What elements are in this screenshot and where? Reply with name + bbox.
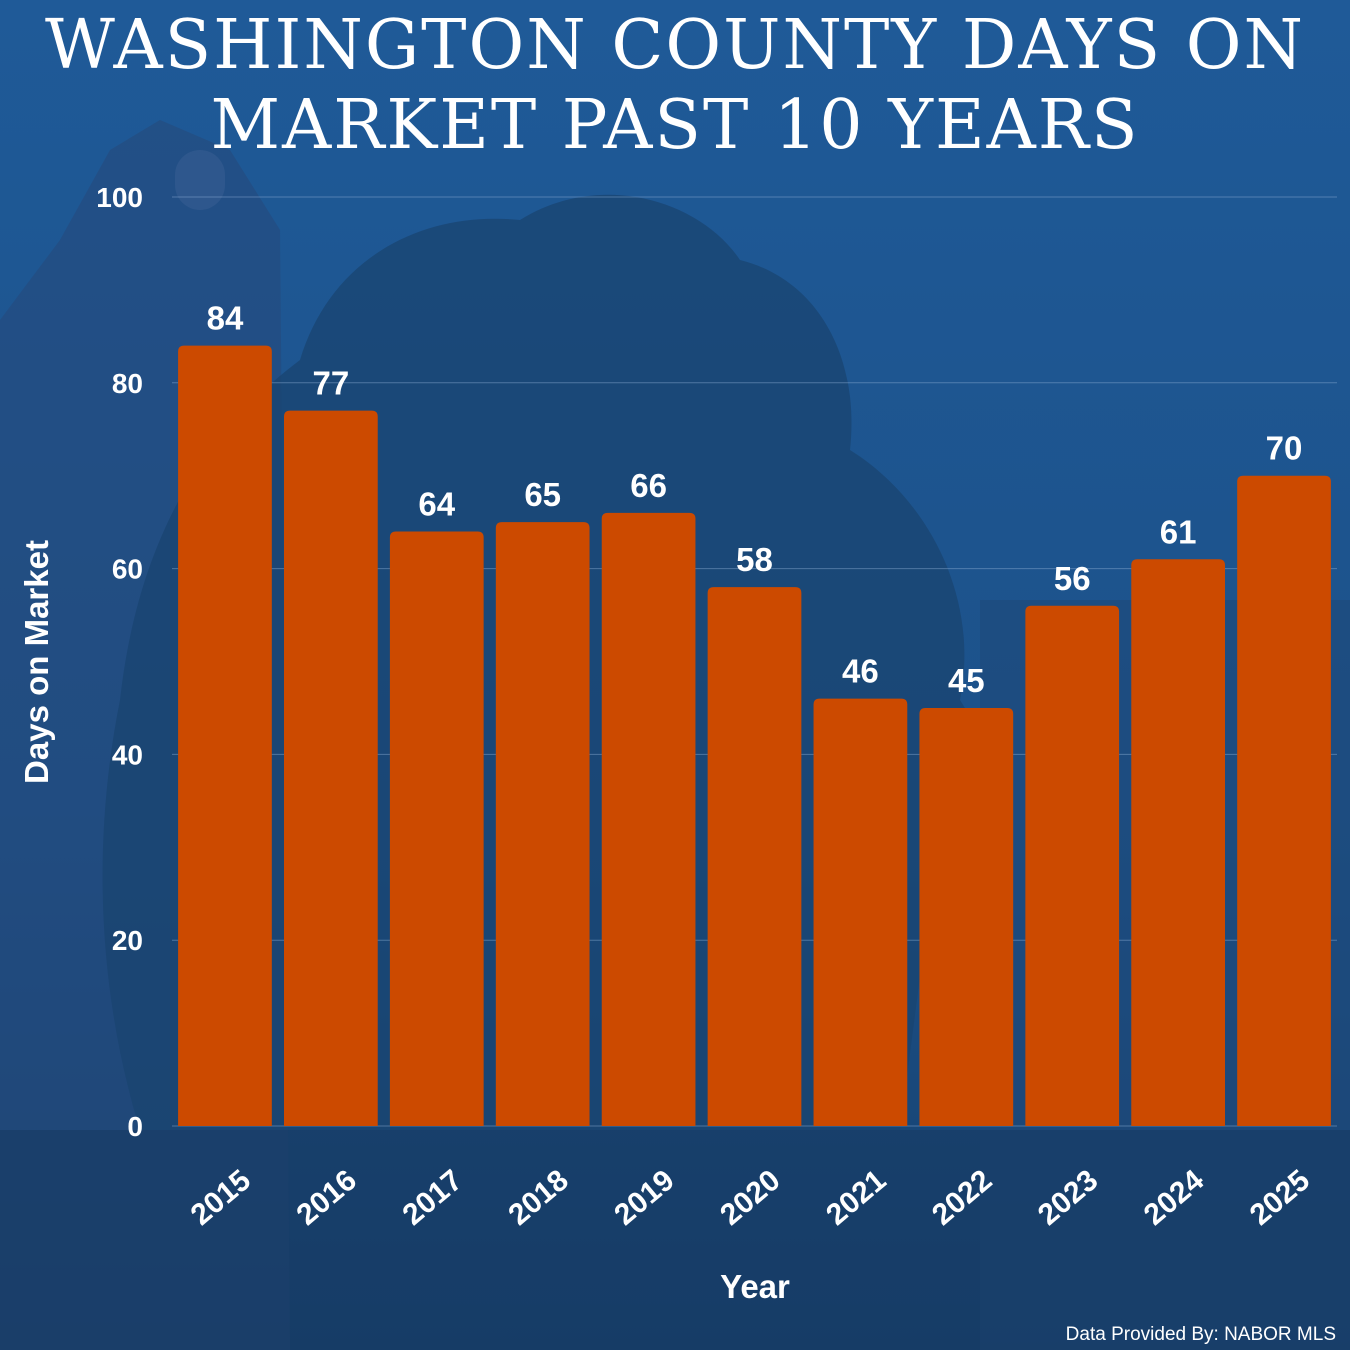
x-tick-label-2025: 2025	[1244, 1164, 1316, 1232]
data-label-2019: 66	[630, 467, 667, 504]
y-axis-ticks: 0 20 40 60 80 100	[96, 182, 143, 1142]
data-label-2025: 70	[1266, 430, 1303, 467]
data-source-note: Data Provided By: NABOR MLS	[1065, 1324, 1336, 1345]
data-labels: 84 77 64 65 66 58 46 45 56 61 70	[207, 300, 1303, 699]
bar-2018	[495, 522, 590, 1126]
bar-2025	[1237, 475, 1331, 1126]
data-label-2024: 61	[1160, 513, 1197, 550]
bar-2019	[601, 512, 696, 1126]
chart-title-line-1: WASHINGTON COUNTY DAYS ON	[44, 6, 1306, 85]
x-tick-label-2022: 2022	[926, 1164, 998, 1232]
bar-2015	[178, 345, 272, 1126]
y-tick-label: 80	[112, 368, 143, 399]
x-tick-label-2021: 2021	[820, 1164, 892, 1232]
bar-2017	[389, 531, 484, 1126]
data-label-2022: 45	[948, 662, 985, 699]
x-tick-label-2016: 2016	[291, 1164, 363, 1232]
x-tick-label-2019: 2019	[608, 1164, 680, 1232]
data-label-2020: 58	[736, 541, 773, 578]
data-label-2021: 46	[842, 653, 879, 690]
x-tick-label-2015: 2015	[185, 1164, 257, 1232]
y-axis-label: Days on Market	[18, 540, 55, 784]
x-tick-label-2024: 2024	[1138, 1163, 1211, 1231]
data-label-2015: 84	[207, 300, 244, 337]
x-tick-label-2020: 2020	[714, 1164, 786, 1232]
data-label-2017: 64	[418, 485, 455, 522]
x-axis-label: Year	[720, 1268, 790, 1305]
data-label-2023: 56	[1054, 560, 1091, 597]
y-tick-label: 0	[127, 1111, 143, 1142]
data-label-2016: 77	[313, 365, 350, 402]
x-tick-label-2023: 2023	[1032, 1164, 1104, 1232]
data-label-2018: 65	[524, 476, 561, 513]
y-tick-label: 40	[112, 739, 143, 770]
y-tick-label: 60	[112, 554, 143, 585]
bar-2016	[283, 410, 378, 1126]
x-axis-ticks: 2015 2016 2017 2018 2019 2020 2021 2022 2023 2024…	[185, 1163, 1316, 1231]
y-tick-label: 20	[112, 925, 143, 956]
bar-2024	[1131, 559, 1226, 1126]
bar-2023	[1025, 605, 1120, 1126]
y-tick-label: 100	[96, 182, 143, 213]
chart-title-line-2: MARKET PAST 10 YEARS	[210, 86, 1140, 165]
bars	[178, 345, 1331, 1126]
bar-2021	[813, 698, 908, 1126]
bar-2020	[707, 587, 802, 1126]
x-tick-label-2018: 2018	[502, 1164, 574, 1232]
bar-2022	[919, 707, 1014, 1126]
chart-title: WASHINGTON COUNTY DAYS ON MARKET PAST 10…	[0, 6, 1350, 166]
x-tick-label-2017: 2017	[396, 1164, 468, 1232]
